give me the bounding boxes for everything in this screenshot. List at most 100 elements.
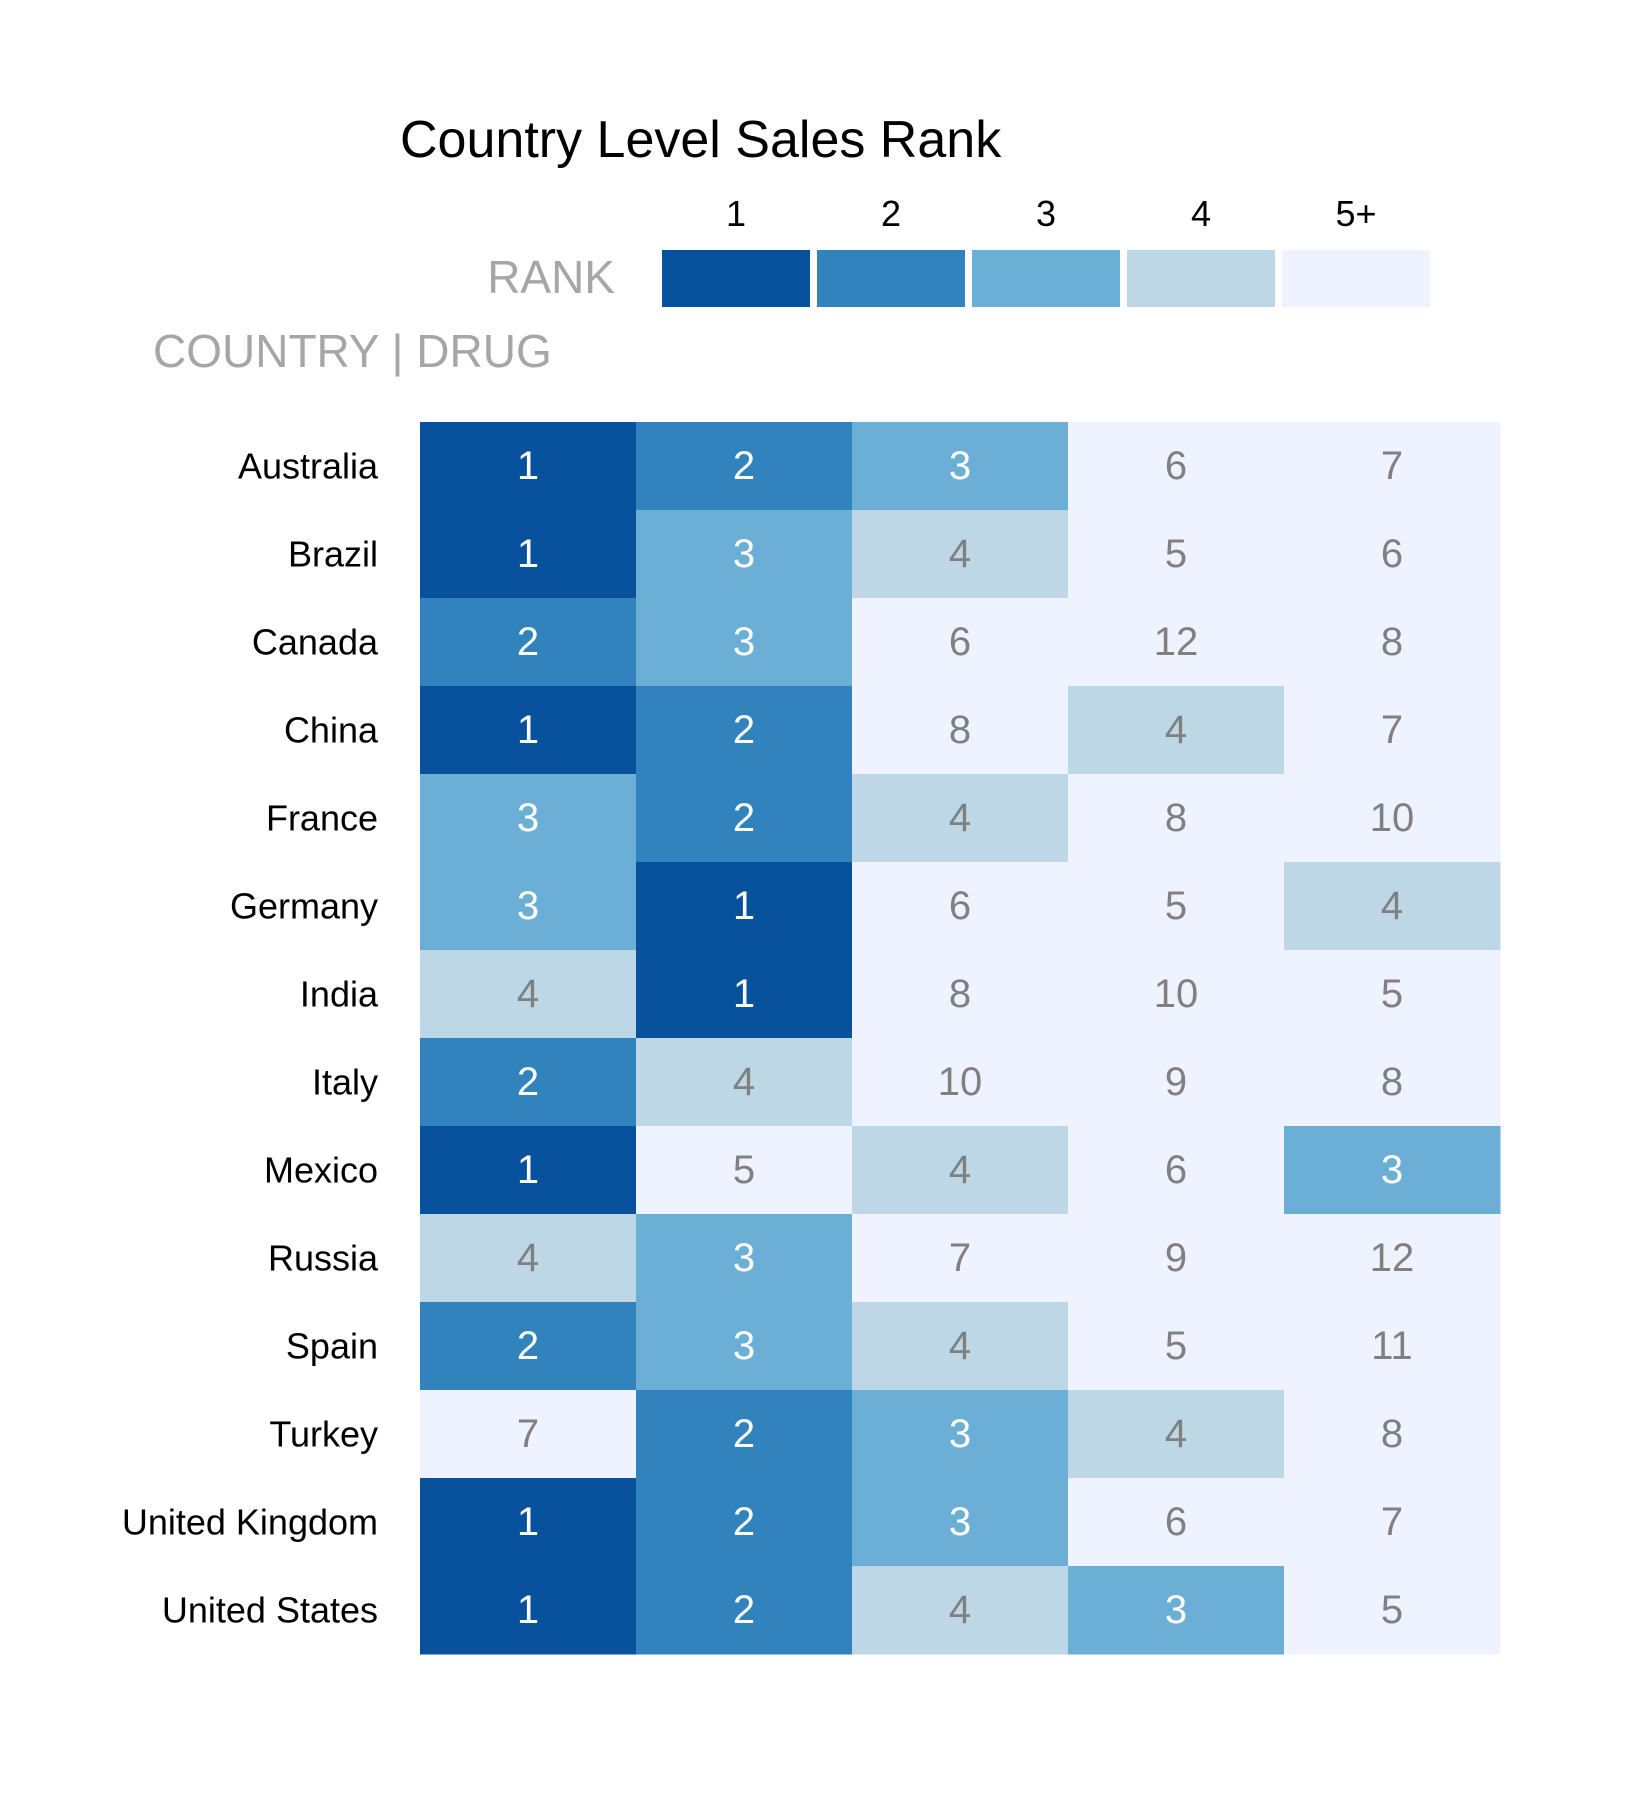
cell-value-label: 3	[517, 884, 539, 928]
row-label: France	[266, 798, 378, 839]
cell-value-label: 6	[1381, 532, 1403, 576]
row-label: Brazil	[288, 534, 378, 575]
cell-value-label: 7	[1381, 444, 1403, 488]
heatmap-cell	[636, 1302, 853, 1391]
cell-value-label: 1	[517, 708, 539, 752]
heatmap-cell	[1284, 1478, 1501, 1567]
cell-value-label: 9	[1165, 1236, 1187, 1280]
row-label: Italy	[312, 1062, 378, 1103]
legend: 1 2 3 4 5+	[662, 193, 1430, 307]
row-label: Turkey	[269, 1414, 378, 1455]
cell-value-label: 5	[1381, 972, 1403, 1016]
cell-value-label: 4	[733, 1060, 755, 1104]
heatmap-cell	[636, 862, 853, 951]
legend-swatch-4	[1127, 250, 1275, 307]
cell-value-label: 8	[1381, 1412, 1403, 1456]
row-label: Canada	[252, 622, 379, 663]
cell-value-label: 3	[1381, 1148, 1403, 1192]
cell-value-label: 2	[517, 620, 539, 664]
legend-label: 1	[726, 193, 746, 234]
cell-value-label: 4	[949, 532, 971, 576]
cell-value-label: 3	[517, 796, 539, 840]
row-axis-label: COUNTRY | DRUG	[153, 325, 552, 377]
cell-value-label: 2	[733, 1588, 755, 1632]
cell-value-label: 4	[1381, 884, 1403, 928]
cell-value-label: 7	[1381, 1500, 1403, 1544]
heatmap-cell	[852, 686, 1069, 775]
row-label: Australia	[238, 446, 379, 487]
cell-value-label: 1	[517, 1148, 539, 1192]
heatmap-cell	[1284, 1038, 1501, 1127]
heatmap-cell	[420, 598, 637, 687]
cell-value-label: 2	[733, 796, 755, 840]
heatmap-cell	[636, 950, 853, 1039]
cell-value-label: 8	[1165, 796, 1187, 840]
legend-label: 5+	[1335, 193, 1376, 234]
cell-value-label: 4	[517, 972, 539, 1016]
row-label: United States	[162, 1590, 378, 1631]
heatmap-cell	[1068, 422, 1285, 511]
cell-value-label: 3	[949, 1412, 971, 1456]
heatmap-cell	[1068, 598, 1285, 687]
heatmap-cell	[420, 1214, 637, 1303]
heatmap-cell	[1068, 1214, 1285, 1303]
heatmap-cell	[1284, 774, 1501, 863]
heatmap-cell	[852, 862, 1069, 951]
cell-value-label: 6	[1165, 444, 1187, 488]
heatmap-cell	[852, 510, 1069, 599]
heatmap-cell	[420, 774, 637, 863]
heatmap-cell	[420, 1390, 637, 1479]
heatmap-cell	[420, 1038, 637, 1127]
cell-value-label: 4	[949, 1148, 971, 1192]
cell-value-label: 2	[517, 1060, 539, 1104]
cell-value-label: 5	[1165, 1324, 1187, 1368]
heatmap-cell	[1068, 686, 1285, 775]
row-label: China	[284, 710, 379, 751]
heatmap-cell	[852, 950, 1069, 1039]
legend-label: 4	[1191, 193, 1211, 234]
heatmap-cell	[1068, 1302, 1285, 1391]
heatmap-cell	[852, 1390, 1069, 1479]
legend-swatch-5	[1282, 250, 1430, 307]
heatmap-cell	[852, 422, 1069, 511]
heatmap-cell	[852, 1214, 1069, 1303]
cell-value-label: 4	[949, 1588, 971, 1632]
heatmap-cell	[420, 1126, 637, 1215]
heatmap-cell	[636, 422, 853, 511]
heatmap-cell	[1068, 1038, 1285, 1127]
cell-value-label: 4	[949, 1324, 971, 1368]
cell-value-label: 6	[1165, 1148, 1187, 1192]
cell-value-label: 12	[1370, 1236, 1415, 1280]
heatmap-cell	[852, 1038, 1069, 1127]
cell-value-label: 4	[949, 796, 971, 840]
cell-value-label: 2	[517, 1324, 539, 1368]
heatmap-cell	[1284, 510, 1501, 599]
cell-value-label: 8	[949, 972, 971, 1016]
cell-value-label: 1	[517, 444, 539, 488]
row-labels: Australia Brazil Canada China France Germany I…	[122, 446, 379, 1631]
cell-value-label: 1	[517, 532, 539, 576]
row-label: United Kingdom	[122, 1502, 378, 1543]
heatmap-cell	[1068, 1566, 1285, 1655]
heatmap-cell	[420, 1478, 637, 1567]
heatmap-cell	[1284, 1214, 1501, 1303]
heatmap-cell	[420, 950, 637, 1039]
cell-value-label: 6	[949, 884, 971, 928]
cell-value-label: 12	[1154, 620, 1199, 664]
heatmap-cell	[852, 598, 1069, 687]
heatmap-cell	[636, 686, 853, 775]
row-label: Spain	[286, 1326, 378, 1367]
legend-label: 2	[881, 193, 901, 234]
heatmap-cell	[636, 1478, 853, 1567]
heatmap-cell	[636, 1038, 853, 1127]
heatmap-cell	[636, 1126, 853, 1215]
heatmap-cells: 1 2 3 6 71 3 4 5 62 3 6 12 81 2 8 4 73 2 4 8 103 1 6 5 44 1 8 10 52 4…	[420, 422, 1501, 1655]
row-label: Germany	[230, 886, 378, 927]
legend-swatch-3	[972, 250, 1120, 307]
heatmap-cell	[852, 1566, 1069, 1655]
heatmap-cell	[1284, 1126, 1501, 1215]
cell-value-label: 1	[517, 1500, 539, 1544]
heatmap-cell	[1284, 686, 1501, 775]
cell-value-label: 7	[949, 1236, 971, 1280]
heatmap-cell	[636, 598, 853, 687]
